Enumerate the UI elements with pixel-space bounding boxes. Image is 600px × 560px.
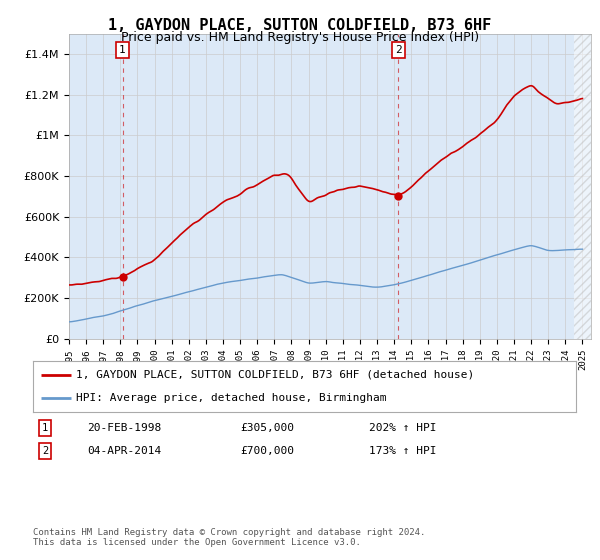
Text: 1: 1 [42,423,48,433]
Text: Contains HM Land Registry data © Crown copyright and database right 2024.
This d: Contains HM Land Registry data © Crown c… [33,528,425,547]
Text: 2: 2 [42,446,48,456]
Text: 173% ↑ HPI: 173% ↑ HPI [369,446,437,456]
Text: 1, GAYDON PLACE, SUTTON COLDFIELD, B73 6HF (detached house): 1, GAYDON PLACE, SUTTON COLDFIELD, B73 6… [76,370,475,380]
Text: 1, GAYDON PLACE, SUTTON COLDFIELD, B73 6HF: 1, GAYDON PLACE, SUTTON COLDFIELD, B73 6… [109,18,491,33]
Text: 2: 2 [395,45,402,55]
Text: Price paid vs. HM Land Registry's House Price Index (HPI): Price paid vs. HM Land Registry's House … [121,31,479,44]
Text: HPI: Average price, detached house, Birmingham: HPI: Average price, detached house, Birm… [76,393,387,403]
Text: £700,000: £700,000 [240,446,294,456]
Text: 04-APR-2014: 04-APR-2014 [87,446,161,456]
Text: £305,000: £305,000 [240,423,294,433]
Text: 202% ↑ HPI: 202% ↑ HPI [369,423,437,433]
Text: 1: 1 [119,45,126,55]
Text: 20-FEB-1998: 20-FEB-1998 [87,423,161,433]
